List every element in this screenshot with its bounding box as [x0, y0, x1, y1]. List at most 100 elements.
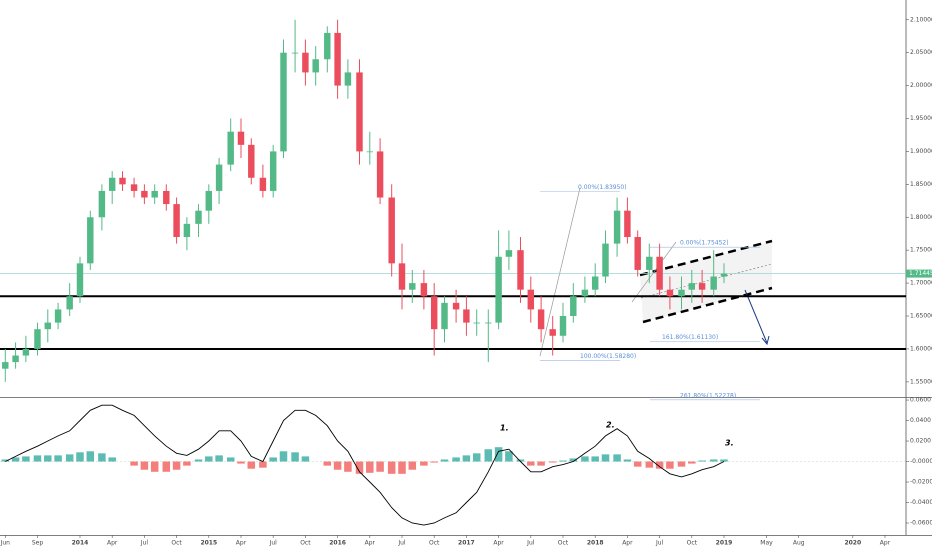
- last-price-label: 1.71445: [909, 270, 932, 277]
- y-tick-label: 1.60000: [910, 345, 932, 352]
- histogram-bar: [408, 461, 417, 470]
- candle-body: [698, 283, 706, 290]
- y-tick-label: 2.00000: [910, 82, 932, 89]
- histogram-bar: [420, 461, 428, 466]
- x-tick-label: Sep: [32, 540, 44, 547]
- candle-body: [463, 309, 470, 323]
- histogram-bar: [194, 459, 203, 462]
- candle-body: [334, 32, 341, 86]
- fib-label: 161.80%(1.61130): [662, 334, 718, 341]
- histogram-bar: [537, 461, 545, 466]
- candle-body: [549, 329, 556, 336]
- histogram-bar: [548, 461, 557, 463]
- histogram-bar: [645, 461, 654, 468]
- histogram-bar: [355, 461, 364, 474]
- candle-body: [473, 322, 480, 324]
- candle-body: [591, 276, 599, 290]
- x-tick-label: Jul: [526, 540, 535, 547]
- candle-body: [602, 243, 609, 277]
- histogram-bar: [688, 461, 696, 464]
- histogram-bar: [623, 459, 632, 462]
- candle-body: [517, 250, 524, 290]
- histogram-bar: [279, 451, 288, 462]
- histogram-bar: [440, 459, 449, 462]
- histogram-bar: [130, 461, 138, 466]
- candle-body: [2, 362, 9, 369]
- x-tick-label: Oct: [171, 540, 182, 547]
- candle-body: [54, 309, 62, 323]
- histogram-bar: [601, 454, 610, 462]
- y-tick-label: 1.70000: [910, 280, 932, 287]
- candle-body: [366, 151, 374, 153]
- fib-trend: [539, 187, 581, 357]
- candle-body: [87, 217, 94, 264]
- histogram-bar: [22, 456, 30, 462]
- histogram-bar: [237, 461, 245, 464]
- candle-body: [570, 296, 577, 317]
- channel-fill: [640, 241, 772, 322]
- histogram-bar: [677, 461, 686, 467]
- histogram-bar: [430, 461, 438, 463]
- histogram-bar: [462, 455, 471, 462]
- histogram-bar: [54, 455, 62, 462]
- candle-body: [710, 276, 717, 290]
- histogram-bar: [98, 453, 106, 462]
- histogram-bar: [172, 461, 181, 470]
- histogram-bar: [494, 447, 503, 462]
- histogram-bar: [387, 461, 396, 474]
- y-tick-label: 0.0400: [910, 417, 931, 424]
- candle-body: [312, 59, 319, 73]
- histogram-bar: [613, 454, 621, 462]
- histogram-bar: [215, 455, 223, 462]
- candle-body: [720, 273, 728, 277]
- fib-trend-2: [631, 241, 677, 303]
- histogram-bar: [720, 459, 728, 462]
- x-tick-label: Jun: [0, 540, 10, 547]
- histogram-bar: [247, 461, 256, 469]
- candle-body: [678, 289, 685, 297]
- fib-label: 0.00%(1.83950): [578, 184, 627, 191]
- x-tick-label: 2018: [587, 540, 604, 547]
- candle-body: [44, 322, 52, 330]
- histogram-bar: [591, 456, 599, 462]
- histogram-bar: [1, 459, 10, 462]
- candle-body: [537, 309, 545, 330]
- histogram-bar: [569, 458, 578, 462]
- candle-body: [291, 52, 299, 54]
- histogram-bar: [291, 452, 299, 462]
- fib-label: 100.00%(1.58280): [580, 353, 636, 360]
- last-price-box: [906, 269, 932, 278]
- candle-body: [666, 289, 674, 297]
- histogram-bar: [205, 456, 213, 462]
- candle-body: [259, 177, 267, 191]
- candle-body: [646, 256, 653, 270]
- x-tick-label: Oct: [558, 540, 569, 547]
- candle-body: [130, 184, 138, 191]
- histogram-bar: [709, 459, 718, 462]
- candle-body: [376, 151, 384, 198]
- x-tick-label: Apr: [236, 540, 247, 547]
- histogram-bar: [633, 461, 642, 467]
- x-tick-label: Apr: [880, 540, 891, 547]
- channel-lower: [642, 286, 773, 324]
- y-tick-label: 0.0600: [910, 397, 931, 404]
- candle-body: [302, 52, 309, 73]
- histogram-bar: [484, 449, 493, 462]
- channel-upper: [639, 239, 773, 277]
- candle-body: [344, 72, 352, 86]
- x-tick-label: 2020: [844, 540, 861, 547]
- candle-body: [527, 289, 535, 310]
- histogram-bar: [11, 457, 20, 462]
- x-tick-label: Oct: [300, 540, 311, 547]
- candle-body: [195, 210, 202, 224]
- x-tick-label: Aug: [793, 540, 805, 547]
- candle-body: [227, 131, 234, 165]
- x-tick-label: Jul: [655, 540, 664, 547]
- histogram-bar: [376, 461, 384, 472]
- histogram-bar: [86, 451, 95, 462]
- candle-body: [66, 296, 73, 310]
- x-tick-label: Apr: [365, 540, 376, 547]
- candle-body: [98, 190, 106, 218]
